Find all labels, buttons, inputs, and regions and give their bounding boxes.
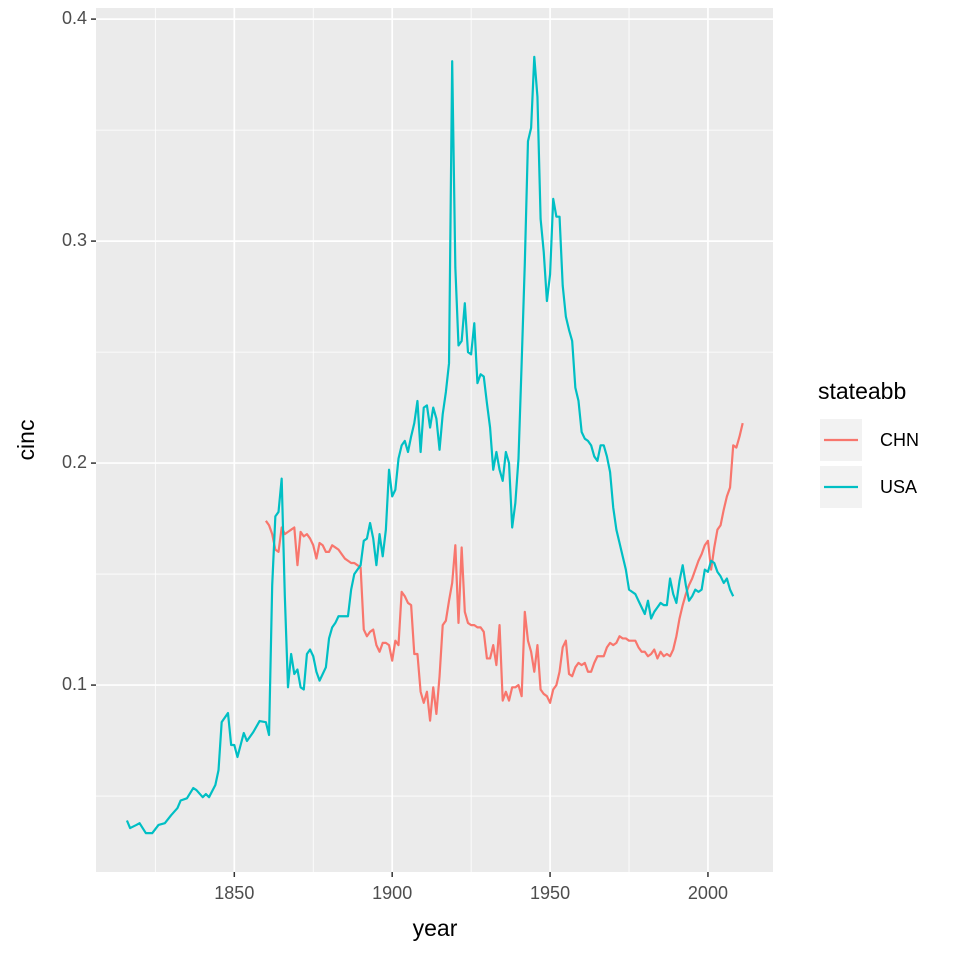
- series-line: [125, 55, 735, 835]
- legend-title: stateabb: [818, 378, 906, 404]
- panel: [96, 8, 773, 872]
- y-tick-label: 0.1: [62, 674, 87, 694]
- legend-label: CHN: [880, 430, 919, 450]
- series-line: [264, 422, 744, 722]
- y-axis-title: cinc: [13, 420, 39, 461]
- x-tick-label: 1850: [214, 883, 254, 903]
- grid: [96, 8, 773, 872]
- x-tick-label: 1950: [530, 883, 570, 903]
- x-tick-label: 2000: [688, 883, 728, 903]
- axes: 0.1 0.2 0.3 0.4 1850 1900 1950 2000: [62, 8, 728, 903]
- y-tick-label: 0.4: [62, 8, 87, 28]
- legend-label: USA: [880, 477, 917, 497]
- x-axis-title: year: [413, 915, 458, 941]
- legend: stateabb CHN USA: [818, 378, 919, 508]
- y-tick-label: 0.2: [62, 452, 87, 472]
- x-tick-label: 1900: [372, 883, 412, 903]
- y-tick-label: 0.3: [62, 230, 87, 250]
- lines: [125, 55, 744, 835]
